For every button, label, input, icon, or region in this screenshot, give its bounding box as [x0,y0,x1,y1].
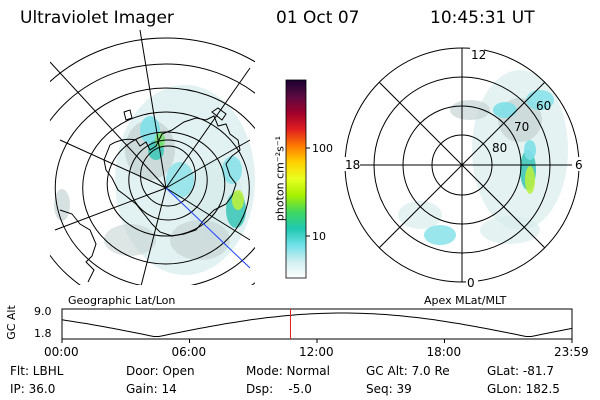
time-tick-label: 00:00 [44,345,79,359]
dsp-info: Dsp: -5.0 [246,382,312,396]
latitude-circle [106,131,226,237]
instrument-title: Ultraviolet Imager [20,8,174,28]
sun-direction-line [165,187,251,269]
colorbar-tick-label: 100 [312,142,333,155]
time-tick-label: 12:00 [299,345,334,359]
altitude-axis-label: GC Alt [4,305,18,340]
emission-patch [493,102,517,118]
time-axis-ticks [61,339,573,343]
ip-info: IP: 36.0 [10,382,56,396]
date-label: 01 Oct 07 [276,8,360,28]
apex-label: Apex MLat/MLT [424,294,507,307]
image-panels: 100 10 12 18 6 0 60 70 80 [50,30,584,290]
altitude-curve [61,312,573,337]
meridian-line [139,30,167,189]
time-tick-label: 23:59 [554,345,589,359]
time-tick-label: 18:00 [426,345,462,359]
gc-alt-info: GC Alt: 7.0 Re [366,364,450,378]
seq-info: Seq: 39 [366,382,412,396]
meridian-line [54,187,167,231]
glat-info: GLat: -81.7 [487,364,554,378]
mlt-label-12: 12 [471,48,486,62]
geographic-label: Geographic Lat/Lon [68,294,176,307]
mlat-label-60: 60 [536,99,551,113]
gain-info: Gain: 14 [126,382,177,396]
mlat-label-70: 70 [514,120,529,134]
latitude-circle [54,87,255,285]
mlt-label-18: 18 [345,158,360,172]
mode-info: Mode: Normal [246,364,330,378]
colorbar-ticks: 100 10 [306,142,333,243]
meridian-line [165,139,251,189]
door-info: Door: Open [126,364,195,378]
meridian-lines [50,30,251,285]
meridian-line [165,187,251,241]
meridian-line [50,61,167,189]
meridian-line [140,187,167,285]
mlt-label-0: 0 [467,276,475,290]
latitude-circle [50,63,255,285]
meridian-line [59,139,167,189]
emission-patch [450,100,490,120]
glon-info: GLon: 182.5 [487,382,560,396]
meridian-line [165,67,251,189]
mlat-label-80: 80 [492,141,507,155]
emission-patch [398,201,442,229]
filter-info: Flt: LBHL [10,364,64,378]
colorbar [285,79,307,279]
colorbar-tick-label: 10 [312,230,326,243]
coastline-peninsula [59,209,97,283]
altitude-tick-max: 9.0 [34,305,52,318]
latitude-circle [50,37,255,83]
geographic-map [50,30,255,285]
latitude-circle [82,111,250,265]
coastline-islands [123,107,227,121]
mlt-label-6: 6 [575,158,583,172]
polar-diagonal-2 [378,81,546,249]
aurora-emission-geographic [54,85,255,275]
latitude-circles [50,37,255,285]
emission-patch [524,140,536,160]
altitude-tick-min: 1.8 [34,327,52,340]
emission-patch [480,216,540,244]
time-tick-label: 06:00 [171,345,207,359]
emission-patch [526,90,554,110]
coastline [103,115,241,237]
time-label: 10:45:31 UT [430,8,535,28]
emission-patch [232,190,244,210]
emission-patch [54,189,70,221]
emission-patch [424,225,456,245]
polar-plot: 12 18 6 0 60 70 80 [342,47,584,290]
latitude-circle [128,139,208,221]
emission-patch [525,166,535,194]
aurora-emission-polar [398,70,568,245]
